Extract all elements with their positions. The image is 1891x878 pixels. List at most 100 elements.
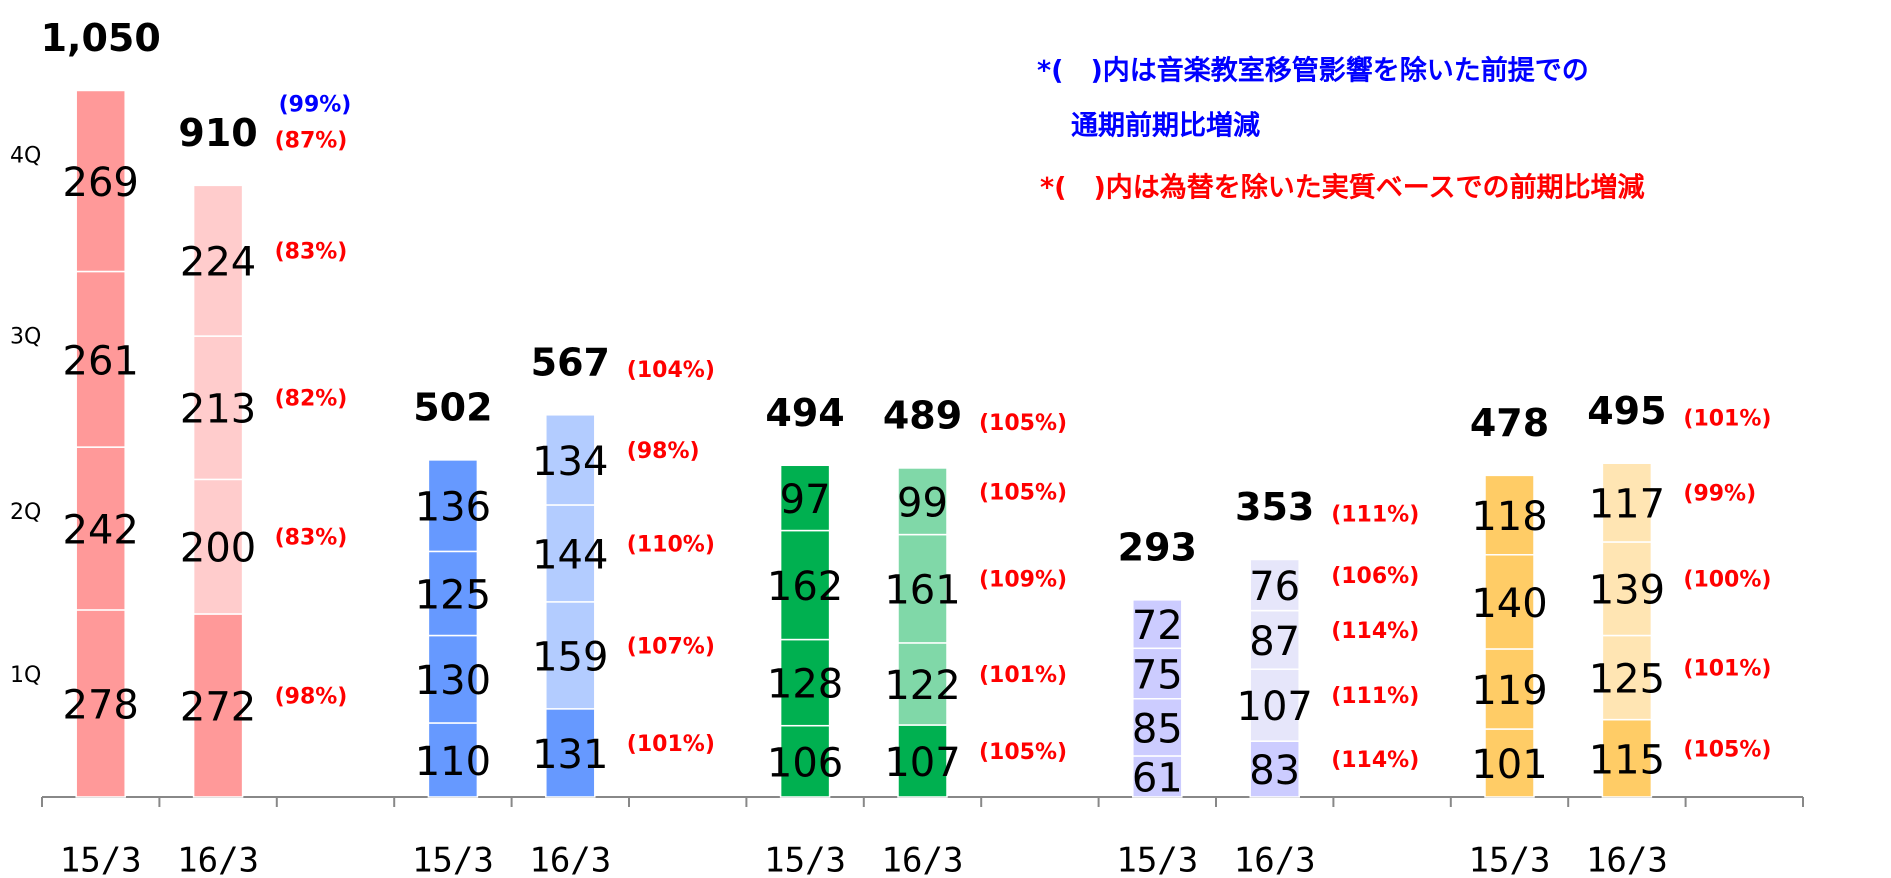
segment-label: 87 — [1249, 619, 1300, 665]
total-label: 293 — [1118, 525, 1197, 569]
x-tick-label: 15/3 — [60, 841, 142, 878]
change-label: (114%) — [1331, 748, 1419, 773]
bar-segment — [75, 270, 126, 448]
segment-label: 130 — [415, 658, 491, 704]
total-label: 353 — [1235, 485, 1314, 529]
total-change-label: (101%) — [1683, 406, 1771, 431]
change-label: (100%) — [1683, 568, 1771, 593]
change-label: (101%) — [979, 663, 1067, 688]
bar-segment — [1249, 609, 1300, 670]
total-label: 494 — [765, 391, 844, 435]
x-tick-label: 16/3 — [1234, 841, 1316, 878]
total-label: 567 — [531, 340, 610, 384]
change-label: (106%) — [1331, 564, 1419, 589]
segment-label: 134 — [532, 439, 608, 485]
bar-segment — [1601, 462, 1653, 543]
bar-segment — [75, 446, 126, 611]
segment-label: 107 — [1237, 684, 1313, 730]
segment-label: 278 — [63, 682, 139, 728]
segment-label: 159 — [532, 634, 608, 680]
segment-label: 106 — [767, 740, 843, 786]
segment-label: 85 — [1132, 706, 1183, 752]
segment-label: 162 — [767, 564, 843, 610]
bar-segment — [1484, 474, 1535, 556]
total-change-label: (105%) — [979, 411, 1067, 436]
bar-segment — [779, 529, 831, 641]
bar-segment — [545, 414, 596, 506]
bar-segment — [1484, 554, 1535, 650]
segment-label: 213 — [180, 387, 256, 433]
segment-label: 125 — [1589, 657, 1665, 703]
segment-label: 242 — [63, 508, 139, 554]
segment-label: 110 — [415, 739, 491, 785]
segment-label: 261 — [63, 338, 139, 384]
bar-segment — [897, 467, 948, 536]
note: *( )内は音楽教室移管影響を除いた前提での — [1037, 55, 1589, 87]
change-label: (98%) — [275, 684, 348, 709]
quarter-label: 3Q — [10, 324, 41, 349]
total-label: 910 — [178, 111, 257, 155]
segment-label: 72 — [1132, 603, 1183, 649]
bar-segment — [1249, 668, 1300, 742]
total-label: 489 — [883, 393, 962, 437]
adjusted-change-label: (99%) — [279, 92, 352, 117]
x-tick-label: 15/3 — [764, 841, 846, 878]
bar-segment — [545, 601, 596, 710]
bar-segment — [1132, 755, 1183, 798]
bar-segment — [1132, 599, 1183, 650]
x-tick-label: 16/3 — [177, 841, 259, 878]
segment-label: 125 — [415, 572, 491, 618]
segment-label: 140 — [1471, 581, 1547, 627]
change-label: (111%) — [1331, 684, 1419, 709]
change-label: (105%) — [1683, 737, 1771, 762]
segment-label: 139 — [1589, 568, 1665, 614]
segment-label: 200 — [180, 526, 256, 572]
change-label: (110%) — [627, 532, 715, 557]
change-label: (114%) — [1331, 619, 1419, 644]
x-tick-label: 16/3 — [1586, 841, 1668, 878]
total-label: 478 — [1470, 401, 1549, 445]
change-label: (98%) — [627, 439, 700, 464]
bar-segment — [1132, 647, 1183, 700]
bar-segment — [427, 459, 479, 553]
bar-segment — [545, 708, 596, 798]
note: *( )内は為替を除いた実質ベースでの前期比増減 — [1040, 172, 1644, 204]
total-label: 1,050 — [41, 16, 161, 60]
bar-segment — [1601, 541, 1653, 637]
bar-segment — [779, 464, 831, 532]
segment-label: 99 — [897, 480, 948, 526]
segment-label: 128 — [767, 662, 843, 708]
bar-segment — [897, 724, 948, 798]
bar-segment — [192, 613, 244, 798]
quarter-label: 2Q — [10, 500, 41, 525]
bar-segment — [1249, 558, 1300, 612]
bar-segment — [1484, 648, 1535, 730]
segment-label: 122 — [884, 663, 960, 709]
bar-segment — [545, 504, 596, 603]
bar-segment — [1601, 634, 1653, 721]
bar-segment — [75, 89, 126, 273]
bar-segment — [427, 634, 479, 724]
segment-label: 136 — [415, 485, 491, 531]
change-label: (107%) — [627, 634, 715, 659]
bar-segment — [897, 533, 948, 644]
total-change-label: (111%) — [1331, 502, 1419, 527]
segment-label: 115 — [1589, 737, 1665, 783]
segment-label: 269 — [63, 160, 139, 206]
bar-segment — [1601, 718, 1653, 798]
segment-label: 76 — [1249, 564, 1300, 610]
segment-label: 118 — [1471, 494, 1547, 540]
segment-label: 83 — [1249, 748, 1300, 794]
total-change-label: (87%) — [275, 128, 348, 153]
total-label: 495 — [1587, 389, 1666, 433]
segment-label: 161 — [884, 568, 960, 614]
change-label: (83%) — [275, 240, 348, 265]
segment-label: 131 — [532, 732, 608, 778]
change-label: (105%) — [979, 480, 1067, 505]
change-label: (105%) — [979, 740, 1067, 765]
bar-segment — [427, 722, 479, 798]
change-label: (101%) — [627, 732, 715, 757]
x-tick-label: 16/3 — [882, 841, 964, 878]
total-label: 502 — [413, 385, 492, 429]
